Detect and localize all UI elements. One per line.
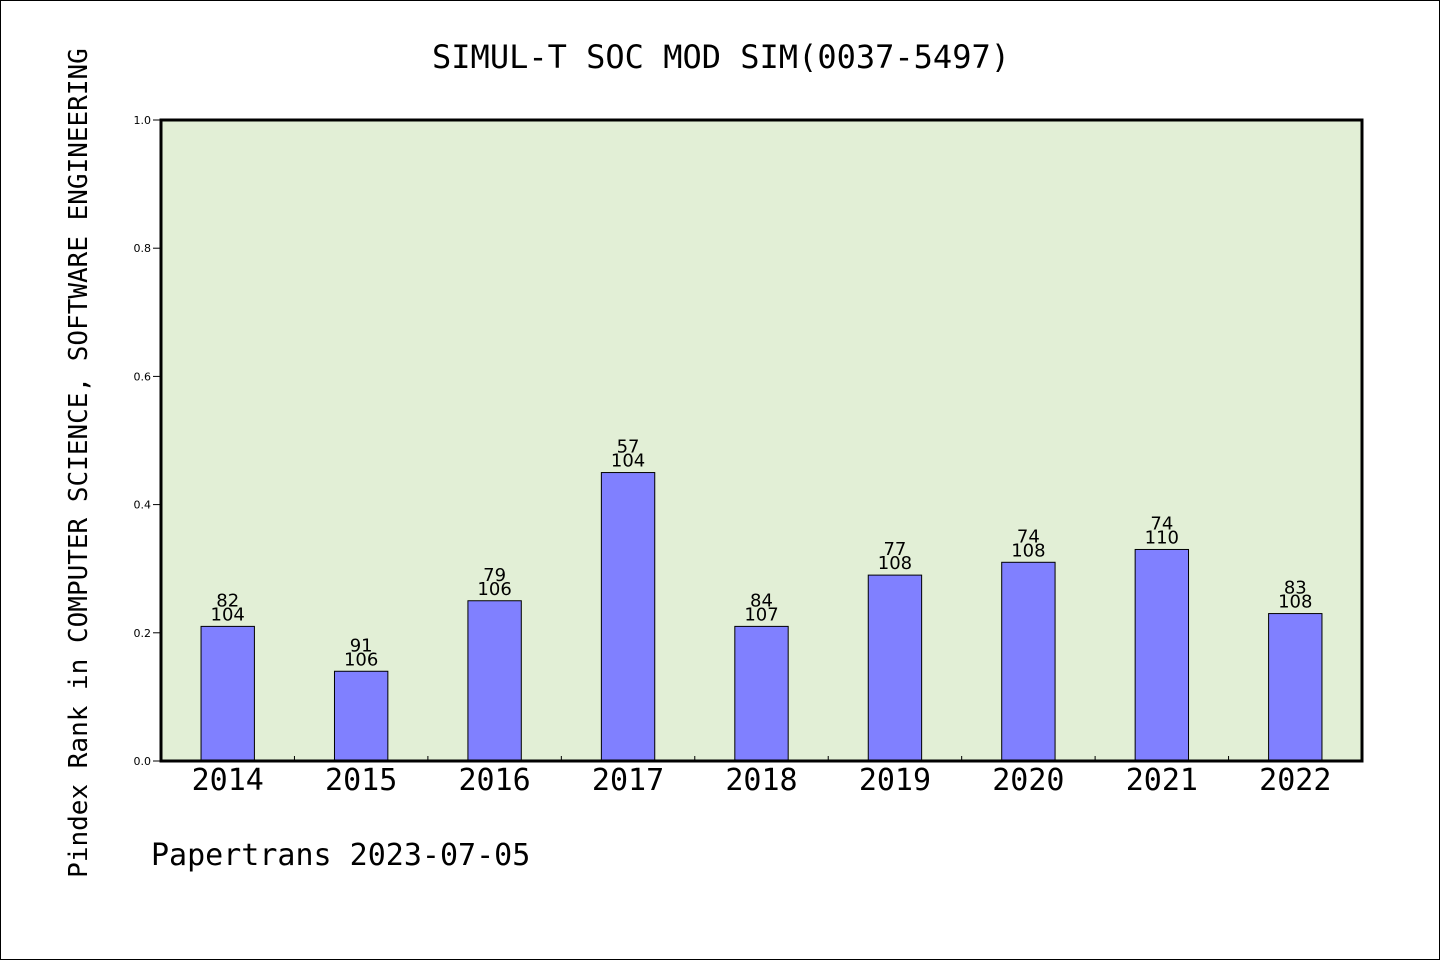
footer-text: Papertrans 2023-07-05	[151, 838, 530, 873]
x-tick-label: 2014	[192, 763, 264, 798]
bar-label-top: 74	[1017, 526, 1040, 547]
x-tick-label: 2022	[1259, 763, 1331, 798]
bar-label-top: 74	[1150, 513, 1173, 534]
bar-labels: 8210491106791065710484107771087410874110…	[211, 437, 1313, 671]
y-axis: 0.0 0.2 0.4 0.6 0.8 1.0	[134, 114, 161, 768]
bar-2019	[867, 574, 923, 762]
bar-label-top: 91	[350, 635, 373, 656]
bar-label-bottom: 106	[344, 649, 378, 670]
bar-label-bottom: 110	[1145, 527, 1179, 548]
x-axis: 2014 2015 2016 2017 2018 2019 2020 2021 2022	[192, 756, 1331, 798]
y-tick-label: 0.4	[134, 499, 152, 512]
x-tick-label: 2017	[592, 763, 664, 798]
x-tick-label: 2018	[725, 763, 797, 798]
bar-label-bottom: 104	[611, 451, 645, 472]
bar-2016	[467, 600, 522, 762]
bar-2021	[1134, 548, 1190, 762]
y-tick-label: 1.0	[134, 114, 152, 127]
bar-label-bottom: 104	[211, 604, 245, 625]
bar-label-top: 77	[883, 539, 906, 560]
bar-label-top: 84	[750, 590, 773, 611]
y-tick-label: 0.2	[134, 627, 152, 640]
bar-label-top: 79	[483, 565, 506, 586]
y-tick-label: 0.8	[134, 242, 152, 255]
bar-label-bottom: 106	[477, 579, 511, 600]
bar-label-bottom: 108	[1011, 540, 1045, 561]
x-tick-label: 2015	[325, 763, 397, 798]
plot-border	[159, 118, 1364, 763]
y-tick-label: 0.0	[134, 755, 152, 768]
bar-label-bottom: 107	[744, 604, 778, 625]
bar-label-top: 82	[216, 590, 239, 611]
bar-2018	[734, 625, 789, 762]
bar-2022	[1268, 613, 1323, 762]
bar-label-top: 83	[1284, 578, 1307, 599]
bar-2020	[1001, 561, 1056, 762]
x-tick-label: 2020	[992, 763, 1064, 798]
bars	[200, 472, 1323, 762]
y-tick-label: 0.6	[134, 370, 152, 383]
x-tick-label: 2016	[458, 763, 530, 798]
bar-2014	[200, 625, 255, 762]
y-axis-label: Pindex Rank in COMPUTER SCIENCE, SOFTWAR…	[64, 48, 94, 878]
bar-2017	[600, 472, 656, 762]
chart-title: SIMUL-T SOC MOD SIM(0037-5497)	[432, 38, 1010, 76]
x-tick-label: 2019	[859, 763, 931, 798]
x-tick-label: 2021	[1126, 763, 1198, 798]
bar-label-bottom: 108	[1278, 592, 1312, 613]
bar-label-top: 57	[617, 437, 640, 458]
bar-2015	[333, 670, 389, 762]
bar-label-bottom: 108	[878, 553, 912, 574]
